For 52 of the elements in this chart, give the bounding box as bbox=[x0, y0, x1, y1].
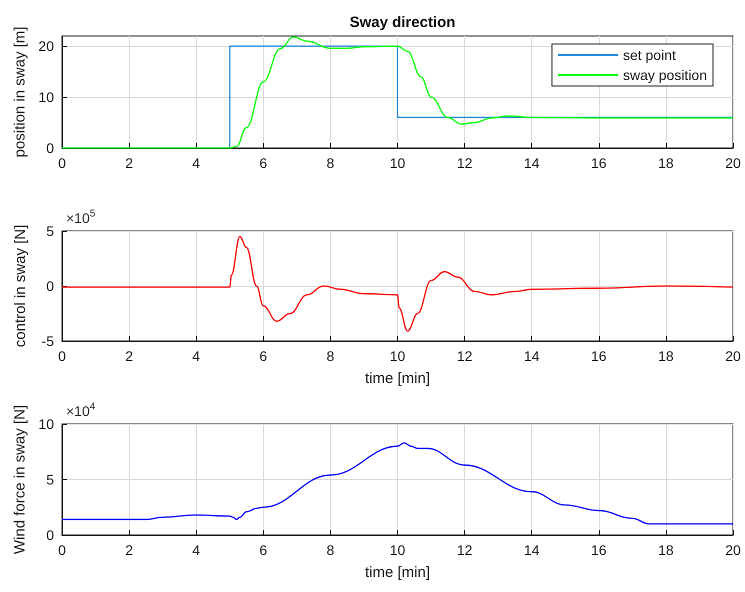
x-tick-label: 4 bbox=[192, 542, 200, 558]
x-tick-label: 12 bbox=[456, 155, 473, 171]
y-tick-label: 20 bbox=[38, 38, 54, 54]
line-series bbox=[61, 442, 734, 525]
x-tick-label: 18 bbox=[658, 155, 674, 171]
x-tick-label: 18 bbox=[658, 542, 674, 558]
x-tick-label: 4 bbox=[192, 155, 200, 171]
x-tick-label: 12 bbox=[456, 348, 473, 364]
x-tick-label: 20 bbox=[725, 542, 741, 558]
legend-label: sway position bbox=[622, 67, 708, 83]
legend-label: set point bbox=[622, 47, 676, 63]
y-tick-label: 0 bbox=[46, 278, 54, 294]
y-axis-title: control in sway [N] bbox=[12, 224, 29, 348]
x-tick-label: 6 bbox=[259, 348, 268, 364]
x-tick-label: 14 bbox=[524, 155, 540, 171]
x-tick-label: 0 bbox=[58, 155, 66, 171]
x-tick-label: 8 bbox=[326, 348, 334, 364]
x-tick-label: 16 bbox=[591, 542, 607, 558]
x-axis-title: time [min] bbox=[364, 370, 430, 387]
x-tick-label: 0 bbox=[58, 348, 66, 364]
y-axis-title: Wind force in sway [N] bbox=[12, 404, 29, 554]
x-tick-label: 10 bbox=[390, 155, 406, 171]
x-tick-label: 4 bbox=[192, 348, 200, 364]
y-tick-label: 0 bbox=[46, 140, 54, 156]
y-tick-label: 5 bbox=[46, 223, 54, 239]
y-tick-label: 0 bbox=[46, 527, 54, 543]
x-tick-label: 6 bbox=[259, 155, 268, 171]
x-axis-title: time [min] bbox=[364, 564, 430, 581]
y-tick-label: 10 bbox=[38, 89, 54, 106]
x-tick-label: 16 bbox=[591, 155, 607, 171]
x-tick-label: 20 bbox=[725, 155, 741, 171]
x-tick-label: 2 bbox=[125, 542, 134, 558]
x-tick-label: 10 bbox=[390, 542, 406, 558]
x-tick-label: 14 bbox=[524, 348, 540, 364]
y-tick-label: 5 bbox=[46, 472, 54, 488]
y-tick-label: 10 bbox=[38, 416, 54, 432]
x-tick-label: 20 bbox=[725, 348, 741, 364]
x-tick-label: 8 bbox=[326, 155, 334, 171]
x-tick-label: 14 bbox=[524, 542, 540, 558]
x-tick-label: 12 bbox=[456, 542, 473, 558]
x-tick-label: 16 bbox=[591, 348, 607, 364]
y-axis-title: position in sway [m] bbox=[12, 26, 29, 158]
x-tick-label: 2 bbox=[125, 155, 134, 171]
x-tick-label: 0 bbox=[58, 542, 66, 558]
y-tick-label: -5 bbox=[42, 333, 54, 349]
x-tick-label: 18 bbox=[658, 348, 674, 364]
x-tick-label: 10 bbox=[390, 348, 406, 364]
x-tick-label: 6 bbox=[259, 542, 268, 558]
chart-title: Sway direction bbox=[350, 14, 456, 31]
x-tick-label: 2 bbox=[125, 348, 134, 364]
line-series bbox=[61, 236, 734, 332]
x-tick-label: 8 bbox=[326, 542, 334, 558]
